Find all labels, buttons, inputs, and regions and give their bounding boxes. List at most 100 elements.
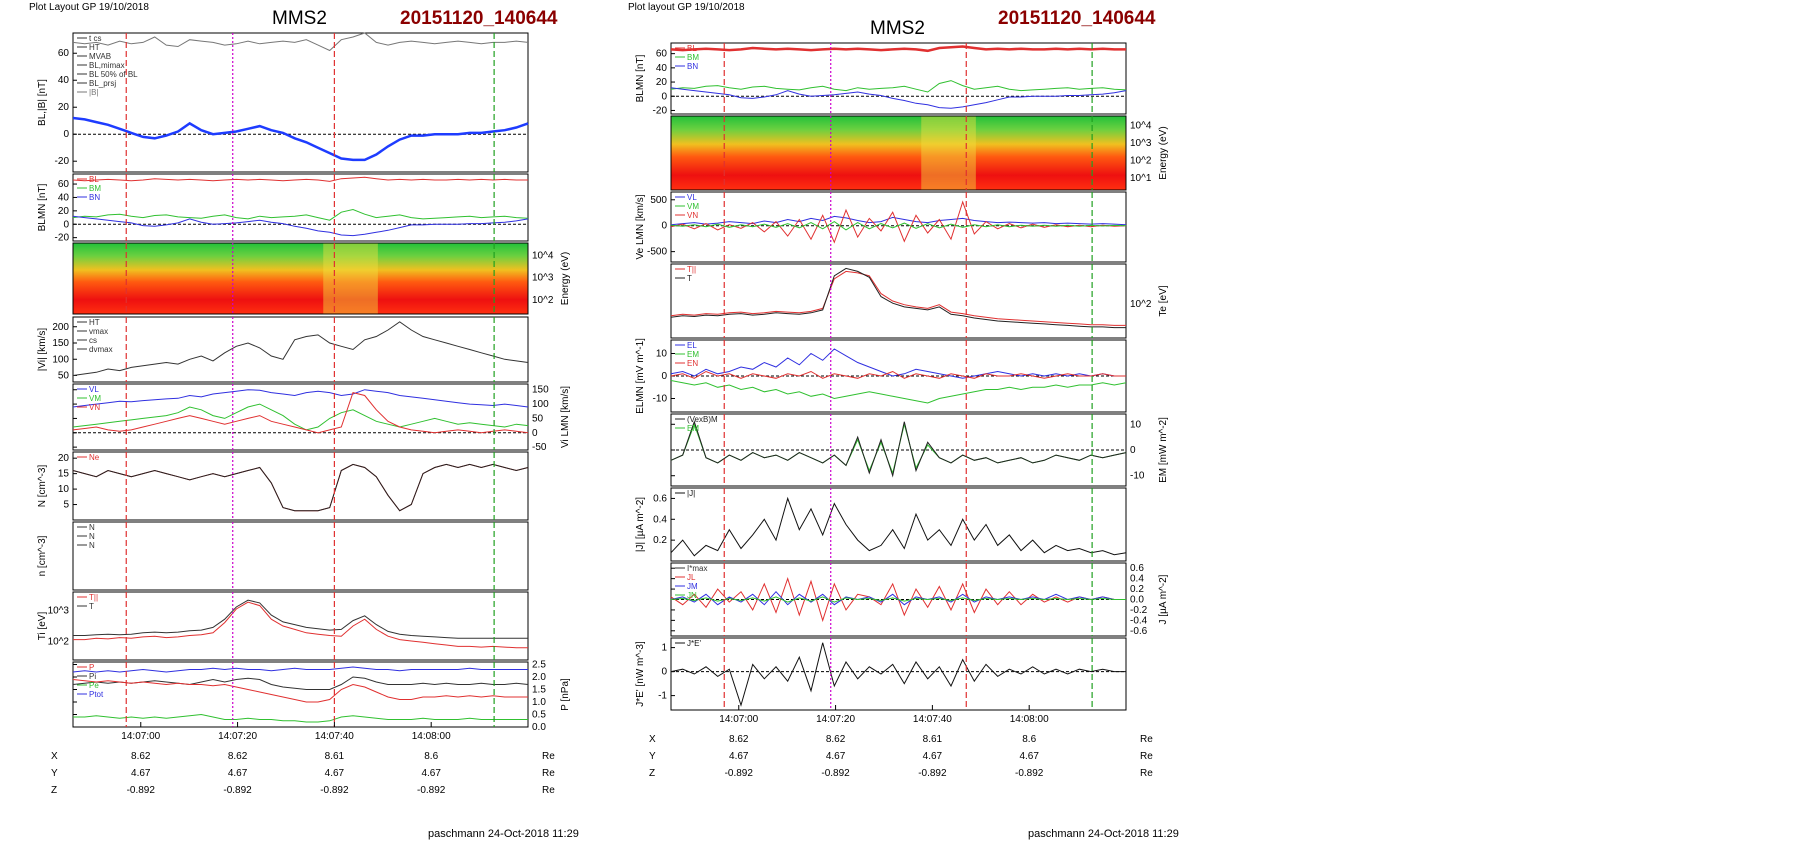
position-value: 4.67 <box>131 768 151 779</box>
series-line <box>670 215 1127 226</box>
y-tick-label: 10^3 <box>532 273 554 284</box>
legend-label: Pe <box>89 681 99 690</box>
spectrogram-band <box>323 243 378 314</box>
series-line <box>670 270 1126 326</box>
series-line <box>73 601 528 649</box>
y-tick-label: 10^3 <box>48 606 70 617</box>
series-line <box>72 176 528 182</box>
y-tick-label: 0.4 <box>1130 574 1144 585</box>
y-tick-label: 0 <box>661 221 667 232</box>
y-tick-label: 60 <box>656 49 668 60</box>
panel-ylabel: Energy (eV) <box>560 252 571 305</box>
y-tick-label: 40 <box>58 192 70 203</box>
panel-ylabel: Ve LMN [km/s] <box>635 194 646 259</box>
legend-label: VL <box>89 385 99 394</box>
left-datetime: 20151120_140644 <box>400 8 558 29</box>
panel-frame <box>670 191 1127 263</box>
legend-label: T <box>687 274 692 283</box>
position-value: -0.892 <box>918 768 947 779</box>
panel-ylabel: Energy (eV) <box>1158 126 1169 179</box>
legend-label: JN <box>687 591 697 600</box>
panel-right-4 <box>670 339 1127 413</box>
x-tick-label: 14:07:20 <box>218 731 257 742</box>
y-tick-label: 10^2 <box>1130 156 1152 167</box>
y-tick-label: 50 <box>58 371 70 382</box>
legend-label: BL <box>89 175 99 184</box>
panel-frame <box>670 115 1127 191</box>
panel-frame <box>72 173 529 242</box>
series-line <box>72 676 529 690</box>
spectrogram-band <box>921 116 976 190</box>
panel-ylabel: N [cm^-3] <box>37 465 48 508</box>
panel-ylabel: EM [mW m^-2] <box>1158 417 1169 483</box>
legend-label: VN <box>89 403 100 412</box>
y-tick-label: 10^3 <box>1130 138 1152 149</box>
series-line <box>670 642 1126 707</box>
y-tick-label: 0 <box>661 667 667 678</box>
y-tick-label: 10^2 <box>1130 299 1152 310</box>
legend-label: BN <box>89 193 100 202</box>
series-line <box>72 463 529 512</box>
position-row-label: X <box>649 734 656 745</box>
y-tick-label: 2.0 <box>532 672 546 683</box>
y-tick-label: 0 <box>532 428 538 439</box>
y-tick-label: 40 <box>58 75 70 86</box>
legend-label: Ne <box>89 453 100 462</box>
position-row-label: Y <box>51 768 58 779</box>
series-line <box>670 267 1126 329</box>
position-value: -0.892 <box>223 785 252 796</box>
legend-label: N <box>89 523 95 532</box>
y-tick-label: -0.4 <box>1130 615 1148 626</box>
position-row-label: Y <box>649 751 656 762</box>
y-tick-label: 200 <box>52 322 69 333</box>
right-title: MMS2 <box>870 18 925 39</box>
position-unit: Re <box>542 751 555 762</box>
series-line <box>72 215 529 237</box>
legend-label: t cs <box>89 34 101 43</box>
position-value: 8.62 <box>131 751 151 762</box>
position-value: 8.62 <box>826 734 846 745</box>
panel-frame <box>72 591 529 661</box>
panel-right-8 <box>670 637 1127 711</box>
legend-label: MVAB <box>89 52 111 61</box>
series-line <box>670 496 1127 557</box>
y-tick-label: 60 <box>58 48 70 59</box>
legend-label: JM <box>687 582 698 591</box>
y-tick-label: 20 <box>58 206 70 217</box>
y-tick-label: 0.6 <box>1130 563 1144 574</box>
panel-left-5 <box>72 451 529 521</box>
y-tick-label: 10 <box>1130 419 1142 430</box>
y-tick-label: -20 <box>55 233 70 244</box>
position-unit: Re <box>542 785 555 796</box>
position-row-label: Z <box>51 785 57 796</box>
series-line <box>72 392 529 434</box>
panel-frame <box>72 383 529 451</box>
series-line <box>72 666 528 673</box>
position-value: 4.67 <box>826 751 846 762</box>
y-tick-label: 10 <box>656 349 668 360</box>
x-tick-label: 14:07:20 <box>816 714 855 725</box>
series-line <box>72 321 529 376</box>
panel-ylabel: Ti [eV] <box>37 612 48 641</box>
position-value: 8.61 <box>325 751 345 762</box>
legend-label: BL <box>687 44 697 53</box>
panel-right-3 <box>670 263 1127 339</box>
y-tick-label: 0.2 <box>653 535 667 546</box>
legend-label: N <box>89 532 95 541</box>
legend-label: |J| <box>687 489 695 498</box>
panel-left-1 <box>72 173 529 242</box>
panel-frame <box>72 32 529 173</box>
y-tick-label: 10^2 <box>48 637 70 648</box>
panel-ylabel: BLMN [nT] <box>635 54 646 102</box>
position-value: -0.892 <box>320 785 349 796</box>
panel-frame <box>72 451 529 521</box>
series-line <box>670 221 1127 231</box>
right-datetime: 20151120_140644 <box>998 8 1156 29</box>
y-tick-label: 0 <box>661 371 667 382</box>
legend-label: (VexB)M <box>687 415 718 424</box>
x-tick-label: 14:07:00 <box>121 731 160 742</box>
position-value: -0.892 <box>821 768 850 779</box>
y-tick-label: 15 <box>58 469 70 480</box>
series-line <box>72 116 529 162</box>
